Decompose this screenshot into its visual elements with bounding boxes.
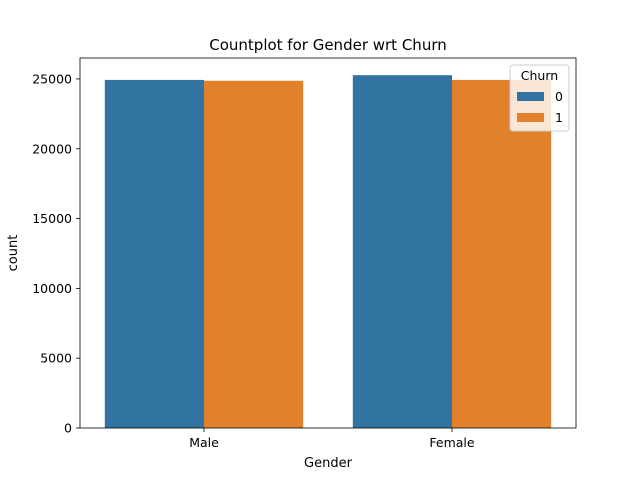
y-tick-label-0: 0 bbox=[64, 421, 72, 436]
chart-title: Countplot for Gender wrt Churn bbox=[209, 36, 446, 54]
bar-female-churn-1 bbox=[452, 79, 552, 429]
y-tick-label-10000: 10000 bbox=[32, 281, 72, 296]
y-tick-label-15000: 15000 bbox=[32, 211, 72, 226]
x-tick-label-female: Female bbox=[429, 435, 475, 450]
legend: Churn 0 1 bbox=[509, 64, 570, 132]
y-axis-label: count bbox=[6, 235, 21, 272]
plot-frame bbox=[79, 57, 577, 429]
bar-group bbox=[104, 75, 552, 429]
y-tick-label-25000: 25000 bbox=[32, 71, 72, 86]
legend-label-0: 0 bbox=[555, 89, 563, 104]
bar-male-churn-1 bbox=[204, 80, 304, 428]
x-axis-label: Gender bbox=[304, 456, 353, 471]
legend-swatch-1 bbox=[517, 113, 544, 122]
x-tick-label-male: Male bbox=[189, 435, 219, 450]
legend-title: Churn bbox=[521, 68, 558, 83]
legend-label-1: 1 bbox=[555, 110, 563, 125]
y-tick-label-5000: 5000 bbox=[40, 351, 72, 366]
legend-swatch-0 bbox=[517, 92, 544, 101]
axes: Male Female 0 5000 10000 15000 20000 25000 bbox=[32, 57, 577, 450]
bar-female-churn-0 bbox=[352, 75, 452, 429]
y-tick-label-20000: 20000 bbox=[32, 141, 72, 156]
bar-male-churn-0 bbox=[104, 79, 204, 429]
